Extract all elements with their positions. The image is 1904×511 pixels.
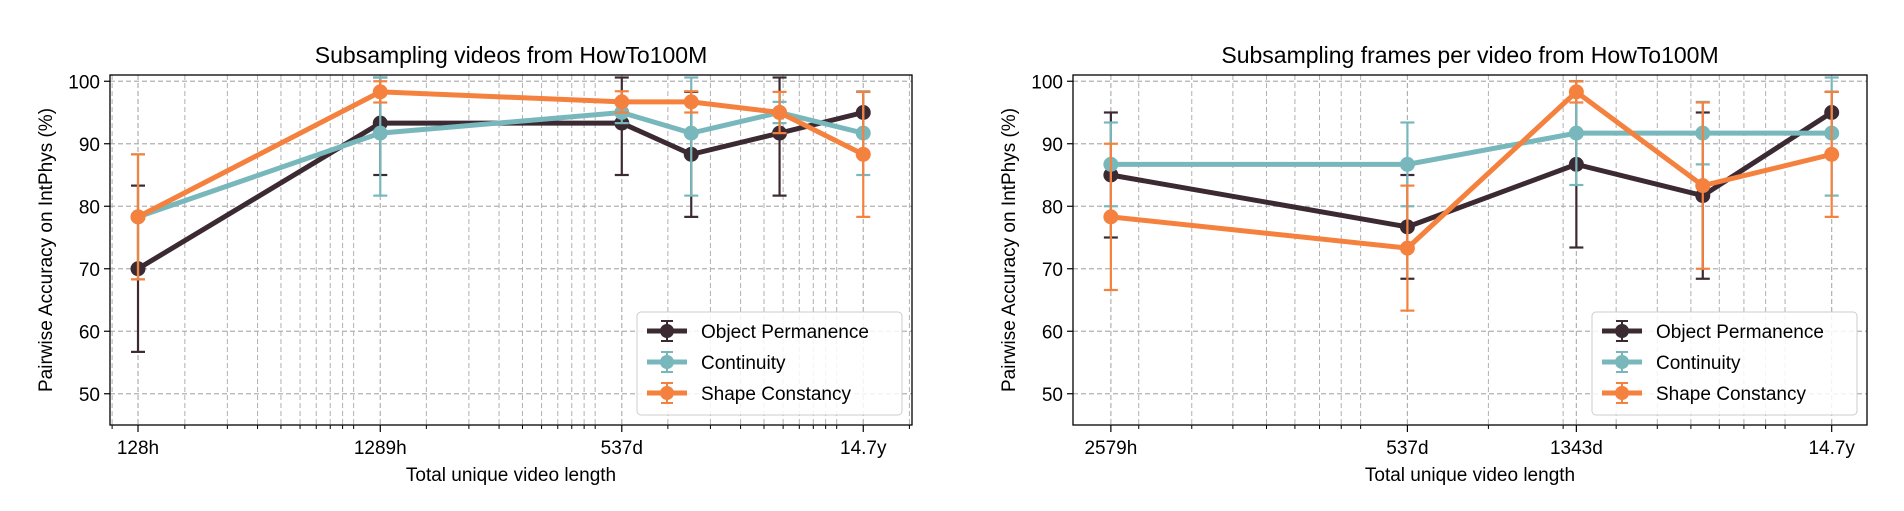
x-tick-label: 537d [601, 438, 643, 459]
legend-marker [1615, 355, 1629, 369]
legend-marker [1615, 324, 1629, 338]
legend-marker [660, 386, 674, 400]
legend-label: Shape Constancy [701, 384, 851, 405]
data-point [130, 209, 146, 225]
y-tick-label: 80 [1042, 197, 1063, 218]
y-tick-label: 100 [68, 72, 100, 93]
x-tick-label: 1343d [1550, 438, 1603, 459]
series-shape-constancy [1103, 80, 1840, 312]
data-point [1103, 209, 1119, 225]
x-tick-label: 14.7y [1808, 438, 1855, 459]
x-tick-label: 14.7y [840, 438, 887, 459]
x-tick-label: 2579h [1084, 438, 1137, 459]
y-tick-label: 50 [79, 385, 100, 406]
legend-label: Continuity [1656, 353, 1741, 374]
y-tick-label: 70 [79, 260, 100, 281]
data-point [683, 94, 699, 110]
y-tick-label: 90 [1042, 135, 1063, 156]
legend-box [1591, 311, 1858, 416]
legend-label: Shape Constancy [1656, 384, 1806, 405]
data-point [372, 84, 388, 100]
series-shape-constancy [130, 80, 871, 281]
legend: Object Permanence Continuity Shape Constan… [636, 311, 903, 416]
legend-label: Object Permanence [1656, 322, 1824, 343]
series-line [136, 89, 865, 220]
data-point [1568, 84, 1584, 100]
data-point [614, 94, 630, 110]
legend-marker [660, 355, 674, 369]
y-tick-label: 80 [79, 197, 100, 218]
y-tick-label: 100 [1031, 72, 1063, 93]
data-point [1824, 146, 1840, 162]
legend-box [636, 311, 903, 416]
x-axis-label: Total unique video length [406, 465, 616, 486]
y-tick-label: 70 [1042, 260, 1063, 281]
chart-1: 50 60 70 80 90 100 128h 1289h 537d 14.7y Subsampli… [36, 42, 913, 486]
x-tick-label: 537d [1386, 438, 1428, 459]
y-axis-label: Pairwise Accuracy on IntPhys (%) [999, 108, 1020, 392]
y-tick-label: 90 [79, 135, 100, 156]
chart-title: Subsampling videos from HowTo100M [315, 42, 707, 68]
data-point [372, 125, 388, 141]
legend: Object Permanence Continuity Shape Constan… [1591, 311, 1858, 416]
legend-marker [660, 324, 674, 338]
data-point [1399, 156, 1415, 172]
x-axis-label: Total unique video length [1365, 465, 1575, 486]
series-line [1110, 130, 1832, 167]
series-line [137, 110, 864, 220]
chart-title: Subsampling frames per video from HowTo1… [1221, 42, 1718, 68]
x-tick-label: 128h [117, 438, 159, 459]
series-line [136, 110, 864, 271]
chart-2: 50 60 70 80 90 100 2579h 537d 1343d 14.7y Subsampl… [999, 42, 1868, 486]
data-point [1399, 240, 1415, 256]
series-line [1110, 110, 1834, 230]
y-tick-label: 60 [79, 322, 100, 343]
y-tick-label: 50 [1042, 385, 1063, 406]
y-axis-label: Pairwise Accuracy on IntPhys (%) [36, 108, 57, 392]
data-point [855, 146, 871, 162]
legend-label: Continuity [701, 353, 786, 374]
data-point [772, 105, 788, 120]
data-point [1695, 178, 1711, 194]
plot-frame [1072, 74, 1868, 426]
legend-label: Object Permanence [701, 322, 869, 343]
legend-marker [1615, 386, 1629, 400]
y-tick-label: 60 [1042, 322, 1063, 343]
data-point [1568, 125, 1584, 141]
series-line [1110, 89, 1833, 251]
x-tick-label: 1289h [354, 438, 407, 459]
plot-frame [109, 74, 913, 426]
data-point [683, 125, 699, 141]
